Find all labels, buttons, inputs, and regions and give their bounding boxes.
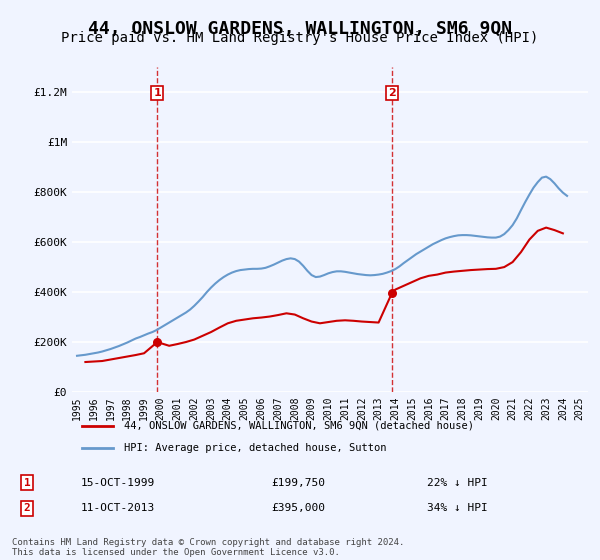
Text: 34% ↓ HPI: 34% ↓ HPI	[427, 503, 487, 514]
Text: 22% ↓ HPI: 22% ↓ HPI	[427, 478, 487, 488]
Text: £199,750: £199,750	[271, 478, 325, 488]
Point	[152, 338, 162, 347]
Text: 11-OCT-2013: 11-OCT-2013	[81, 503, 155, 514]
Text: 15-OCT-1999: 15-OCT-1999	[81, 478, 155, 488]
Text: 2: 2	[388, 88, 395, 98]
Text: 44, ONSLOW GARDENS, WALLINGTON, SM6 9QN (detached house): 44, ONSLOW GARDENS, WALLINGTON, SM6 9QN …	[124, 421, 473, 431]
Text: Price paid vs. HM Land Registry's House Price Index (HPI): Price paid vs. HM Land Registry's House …	[61, 31, 539, 45]
Text: 1: 1	[23, 478, 30, 488]
Text: 1: 1	[154, 88, 161, 98]
Text: 44, ONSLOW GARDENS, WALLINGTON, SM6 9QN: 44, ONSLOW GARDENS, WALLINGTON, SM6 9QN	[88, 20, 512, 38]
Point	[387, 289, 397, 298]
Text: HPI: Average price, detached house, Sutton: HPI: Average price, detached house, Sutt…	[124, 443, 386, 453]
Text: Contains HM Land Registry data © Crown copyright and database right 2024.
This d: Contains HM Land Registry data © Crown c…	[12, 538, 404, 557]
Text: 2: 2	[23, 503, 30, 514]
Text: £395,000: £395,000	[271, 503, 325, 514]
